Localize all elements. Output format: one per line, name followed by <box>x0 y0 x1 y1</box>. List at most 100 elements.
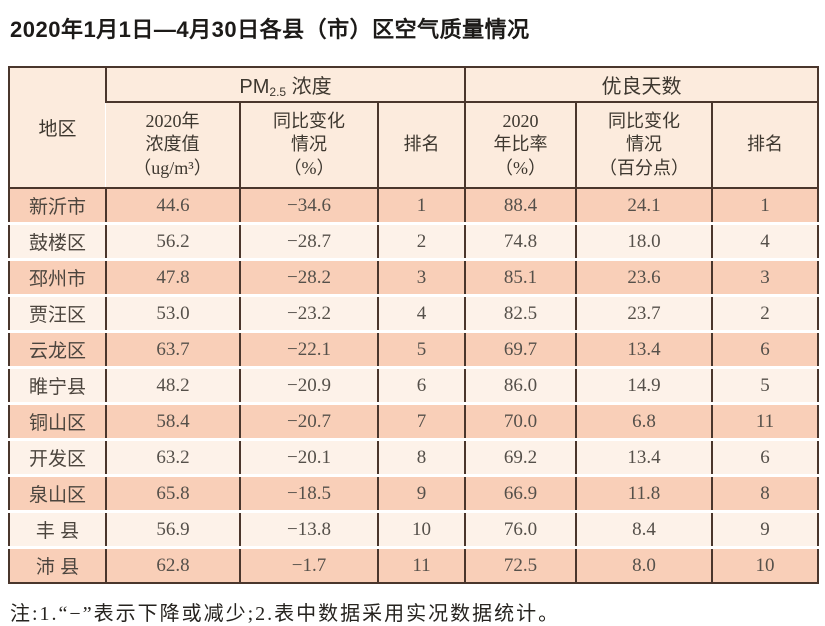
pm-change-cell: −20.7 <box>239 402 378 440</box>
pm-rank-cell: 2 <box>376 222 466 260</box>
pm-rank-cell: 6 <box>376 366 466 404</box>
pm-change-cell: −20.9 <box>239 366 378 404</box>
good-change-cell: 13.4 <box>575 438 713 476</box>
good-rank-cell: 2 <box>711 294 819 332</box>
page-title: 2020年1月1日—4月30日各县（市）区空气质量情况 <box>10 17 530 42</box>
pm-rank-cell: 3 <box>376 258 466 296</box>
region-cell: 邳州市 <box>9 258 106 296</box>
air-quality-table: 地区 PM2.5 浓度 优良天数 2020年 浓度值 （ug/m³） 同比变化 … <box>8 66 820 584</box>
table-row: 鼓楼区 56.2 −28.7 2 74.8 18.0 4 <box>9 222 819 260</box>
table-row: 铜山区 58.4 −20.7 7 70.0 6.8 11 <box>9 402 819 440</box>
table-row: 邳州市 47.8 −28.2 3 85.1 23.6 3 <box>9 258 819 296</box>
col-header-region: 地区 <box>9 67 106 189</box>
good-change-cell: 6.8 <box>575 402 713 440</box>
good-change-cell: 23.7 <box>575 294 713 332</box>
good-change-cell: 23.6 <box>575 258 713 296</box>
table-row: 贾汪区 53.0 −23.2 4 82.5 23.7 2 <box>9 294 819 332</box>
col-group-good-days: 优良天数 <box>464 67 819 103</box>
pm-rank-cell: 9 <box>376 474 466 512</box>
pm-value-cell: 48.2 <box>105 366 240 404</box>
good-rank-cell: 3 <box>711 258 819 296</box>
col-header-good-rank: 排名 <box>711 102 819 189</box>
region-cell: 铜山区 <box>9 402 106 440</box>
good-ratio-cell: 70.0 <box>464 402 577 440</box>
pm-value-cell: 47.8 <box>105 258 240 296</box>
pm-rank-cell: 1 <box>376 188 466 224</box>
region-cell: 丰 县 <box>9 510 106 548</box>
pm-change-cell: −28.2 <box>239 258 378 296</box>
region-cell: 云龙区 <box>9 330 106 368</box>
pm-value-cell: 56.9 <box>105 510 240 548</box>
pm-value-cell: 63.2 <box>105 438 240 476</box>
good-change-cell: 18.0 <box>575 222 713 260</box>
col-header-good-change: 同比变化 情况 （百分点） <box>575 102 713 189</box>
good-rank-cell: 9 <box>711 510 819 548</box>
good-ratio-cell: 76.0 <box>464 510 577 548</box>
pm-change-cell: −13.8 <box>239 510 378 548</box>
header-group-row: 地区 PM2.5 浓度 优良天数 <box>9 67 819 189</box>
table-row: 丰 县 56.9 −13.8 10 76.0 8.4 9 <box>9 510 819 548</box>
good-rank-cell: 11 <box>711 402 819 440</box>
good-ratio-cell: 74.8 <box>464 222 577 260</box>
good-change-cell: 11.8 <box>575 474 713 512</box>
good-ratio-cell: 88.4 <box>464 188 577 224</box>
good-change-cell: 8.0 <box>575 546 713 583</box>
good-rank-cell: 1 <box>711 188 819 224</box>
pm-change-cell: −34.6 <box>239 188 378 224</box>
good-ratio-cell: 66.9 <box>464 474 577 512</box>
table-row: 泉山区 65.8 −18.5 9 66.9 11.8 8 <box>9 474 819 512</box>
table-body: 新沂市 44.6 −34.6 1 88.4 24.1 1 鼓楼区 56.2 −2… <box>9 188 819 583</box>
good-change-cell: 24.1 <box>575 188 713 224</box>
pm-rank-cell: 7 <box>376 402 466 440</box>
good-rank-cell: 6 <box>711 330 819 368</box>
table-header: 地区 PM2.5 浓度 优良天数 2020年 浓度值 （ug/m³） 同比变化 … <box>9 67 819 189</box>
good-rank-cell: 5 <box>711 366 819 404</box>
col-header-pm-rank: 排名 <box>376 102 466 189</box>
pm25-label-subscript: 2.5 <box>269 85 287 99</box>
col-header-pm-change: 同比变化 情况 （%） <box>239 102 378 189</box>
table-row: 开发区 63.2 −20.1 8 69.2 13.4 6 <box>9 438 819 476</box>
pm-rank-cell: 11 <box>376 546 466 583</box>
table-row: 新沂市 44.6 −34.6 1 88.4 24.1 1 <box>9 188 819 224</box>
pm-change-cell: −28.7 <box>239 222 378 260</box>
good-change-cell: 8.4 <box>575 510 713 548</box>
good-ratio-cell: 82.5 <box>464 294 577 332</box>
table-row: 云龙区 63.7 −22.1 5 69.7 13.4 6 <box>9 330 819 368</box>
col-group-pm25: PM2.5 浓度 <box>104 67 466 103</box>
region-cell: 鼓楼区 <box>9 222 106 260</box>
footnote: 注:1.“−”表示下降或减少;2.表中数据采用实况数据统计。 <box>10 603 561 625</box>
pm25-label-base: PM <box>239 76 270 98</box>
good-ratio-cell: 72.5 <box>464 546 577 583</box>
pm25-label-rest: 浓度 <box>286 76 332 98</box>
pm-value-cell: 53.0 <box>105 294 240 332</box>
good-rank-cell: 10 <box>711 546 819 583</box>
good-rank-cell: 8 <box>711 474 819 512</box>
pm-change-cell: −20.1 <box>239 438 378 476</box>
pm-change-cell: −1.7 <box>239 546 378 583</box>
table-row: 沛 县 62.8 −1.7 11 72.5 8.0 10 <box>9 546 819 583</box>
pm-value-cell: 58.4 <box>105 402 240 440</box>
pm-value-cell: 62.8 <box>105 546 240 583</box>
pm-rank-cell: 5 <box>376 330 466 368</box>
table-row: 睢宁县 48.2 −20.9 6 86.0 14.9 5 <box>9 366 819 404</box>
pm-value-cell: 63.7 <box>105 330 240 368</box>
pm-rank-cell: 10 <box>376 510 466 548</box>
good-rank-cell: 6 <box>711 438 819 476</box>
pm-value-cell: 56.2 <box>105 222 240 260</box>
pm-change-cell: −22.1 <box>239 330 378 368</box>
good-ratio-cell: 69.2 <box>464 438 577 476</box>
region-cell: 沛 县 <box>9 546 106 583</box>
good-rank-cell: 4 <box>711 222 819 260</box>
pm-change-cell: −23.2 <box>239 294 378 332</box>
region-cell: 新沂市 <box>9 188 106 224</box>
good-ratio-cell: 85.1 <box>464 258 577 296</box>
pm-rank-cell: 4 <box>376 294 466 332</box>
col-header-pm-value: 2020年 浓度值 （ug/m³） <box>106 102 240 189</box>
header-sub-row: 2020年 浓度值 （ug/m³） 同比变化 情况 （%） 排名 2020 年比… <box>9 102 819 189</box>
good-ratio-cell: 69.7 <box>464 330 577 368</box>
region-cell: 泉山区 <box>9 474 106 512</box>
good-change-cell: 14.9 <box>575 366 713 404</box>
region-cell: 贾汪区 <box>9 294 106 332</box>
region-cell: 开发区 <box>9 438 106 476</box>
